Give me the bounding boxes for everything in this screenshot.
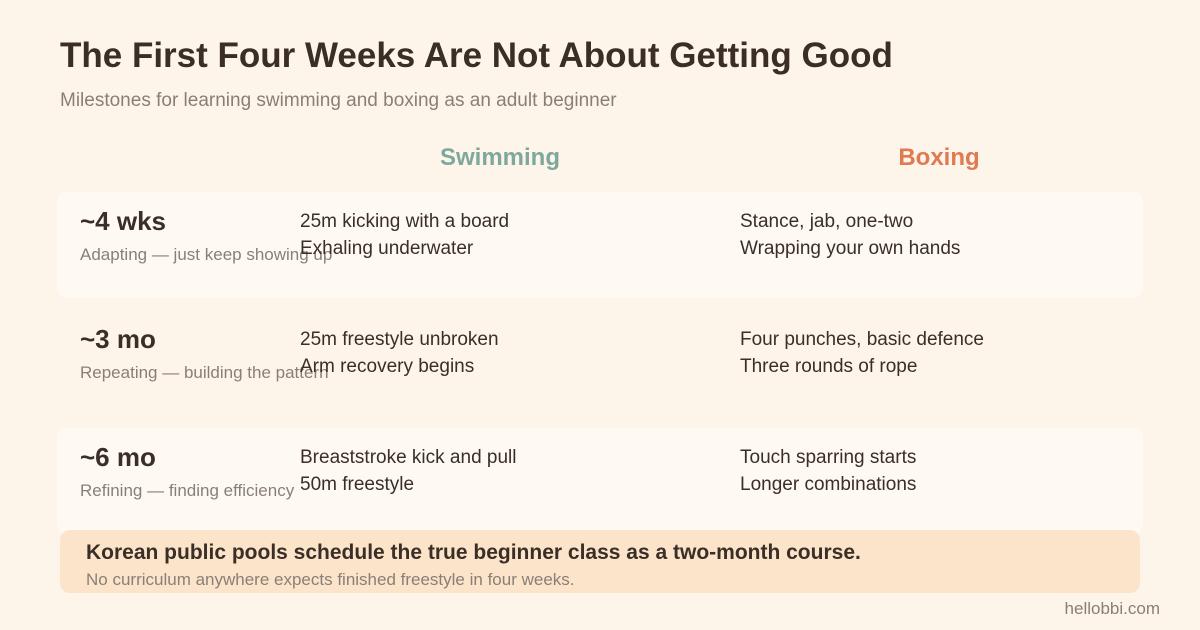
period: ~6 mo [80,442,156,472]
row-card [57,428,1143,534]
title: The First Four Weeks Are Not About Getti… [60,36,893,75]
period-note: Repeating — building the pattern [80,363,329,382]
subtitle: Milestones for learning swimming and box… [60,90,617,111]
swimming-milestone: 25m kicking with a board [300,211,510,232]
period-note: Refining — finding efficiency [80,481,295,500]
column-header: Swimming [439,144,561,171]
callout-title: Korean public pools schedule the true be… [86,541,861,564]
boxing-milestone: Longer combinations [740,474,917,495]
footer: hellobbi.com [1064,599,1160,618]
period: ~4 wks [80,206,167,236]
swimming-milestone: Breaststroke kick and pull [300,447,517,468]
swimming-milestone: Exhaling underwater [300,238,474,259]
swimming-milestone: Arm recovery begins [300,356,475,377]
period-note: Adapting — just keep showing up [80,245,333,264]
boxing-milestone: Four punches, basic defence [740,329,984,350]
boxing-milestone: Touch sparring starts [740,447,917,468]
swimming-milestone: 50m freestyle [300,474,415,495]
callout-text: No curriculum anywhere expects finished … [86,570,575,589]
boxing-milestone: Wrapping your own hands [740,238,961,259]
period: ~3 mo [80,324,156,354]
boxing-milestone: Three rounds of rope [740,356,918,377]
callout [60,530,1140,593]
boxing-milestone: Stance, jab, one-two [740,211,914,232]
column-header: Boxing [898,144,980,171]
swimming-milestone: 25m freestyle unbroken [300,329,499,350]
row-card [57,192,1143,298]
